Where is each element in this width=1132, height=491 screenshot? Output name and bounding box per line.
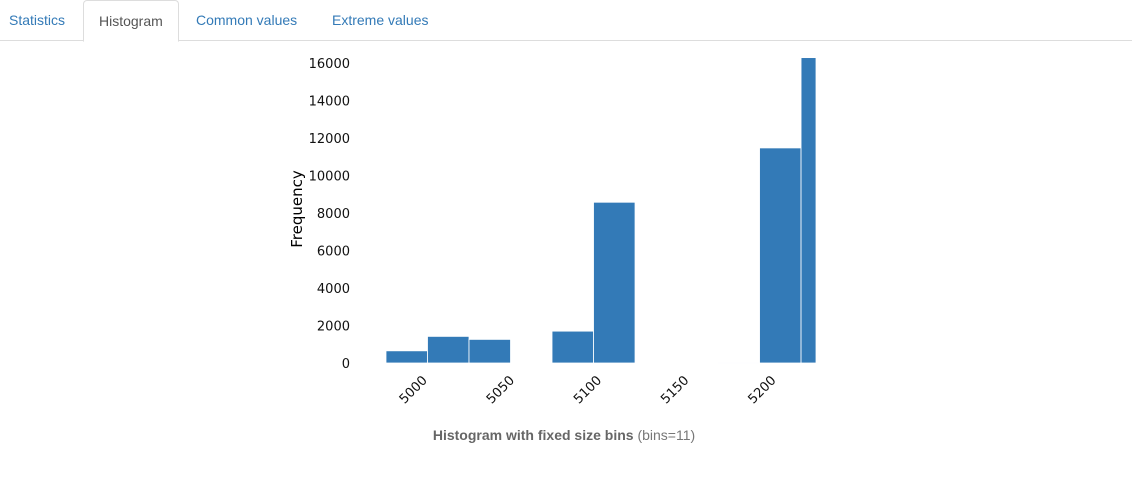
tab-statistics[interactable]: Statistics <box>9 12 66 28</box>
x-tick-label: 5050 <box>484 373 518 407</box>
histogram-bars <box>385 57 817 364</box>
y-tick-label: 0 <box>342 357 350 372</box>
x-tick-label: 5150 <box>658 373 692 407</box>
y-tick-label: 14000 <box>309 95 350 110</box>
chart-caption: Histogram with fixed size bins (bins=11) <box>0 427 1128 443</box>
y-tick-label: 2000 <box>317 320 350 335</box>
x-tick-label: 5200 <box>745 373 779 407</box>
histogram-bar-2 <box>468 338 511 364</box>
histogram-bar-4 <box>551 330 594 364</box>
histogram-bar-10 <box>800 57 817 364</box>
y-tick-label: 10000 <box>309 170 350 185</box>
x-axis: 5000 5050 5100 5150 5200 <box>397 373 780 407</box>
histogram-bar-1 <box>427 335 470 364</box>
y-tick-label: 6000 <box>317 245 350 260</box>
histogram-bar-0 <box>385 350 428 364</box>
y-axis-label: Frequency <box>288 170 306 248</box>
y-tick-label: 4000 <box>317 282 350 297</box>
tab-histogram[interactable]: Histogram <box>83 0 179 42</box>
tab-extreme-values[interactable]: Extreme values <box>332 12 429 28</box>
histogram-bar-9 <box>759 147 802 364</box>
histogram-chart: 0 2000 4000 6000 8000 10000 12000 14000 16000 50… <box>288 57 817 407</box>
caption-detail: (bins=11) <box>637 427 696 443</box>
y-tick-label: 8000 <box>317 207 350 222</box>
y-tick-label: 12000 <box>309 132 350 147</box>
y-axis: 0 2000 4000 6000 8000 10000 12000 14000 16000 <box>309 57 350 372</box>
x-tick-label: 5000 <box>397 373 431 407</box>
caption-title: Histogram with fixed size bins <box>432 427 634 443</box>
tab-common-values[interactable]: Common values <box>196 12 298 28</box>
x-tick-label: 5100 <box>571 373 605 407</box>
y-tick-label: 16000 <box>309 57 350 72</box>
histogram-bar-5 <box>593 201 636 364</box>
histogram-bar-8 <box>717 362 760 364</box>
tab-bar: Statistics Histogram Common values Extre… <box>0 0 1132 42</box>
